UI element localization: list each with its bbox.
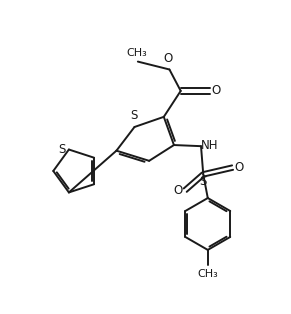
Text: NH: NH bbox=[201, 138, 218, 152]
Text: O: O bbox=[164, 52, 173, 65]
Text: S: S bbox=[58, 143, 65, 155]
Text: S: S bbox=[130, 110, 138, 122]
Text: O: O bbox=[174, 184, 183, 197]
Text: O: O bbox=[235, 161, 244, 174]
Text: O: O bbox=[212, 84, 221, 97]
Text: S: S bbox=[200, 176, 207, 188]
Text: CH₃: CH₃ bbox=[126, 47, 147, 57]
Text: CH₃: CH₃ bbox=[197, 268, 218, 279]
